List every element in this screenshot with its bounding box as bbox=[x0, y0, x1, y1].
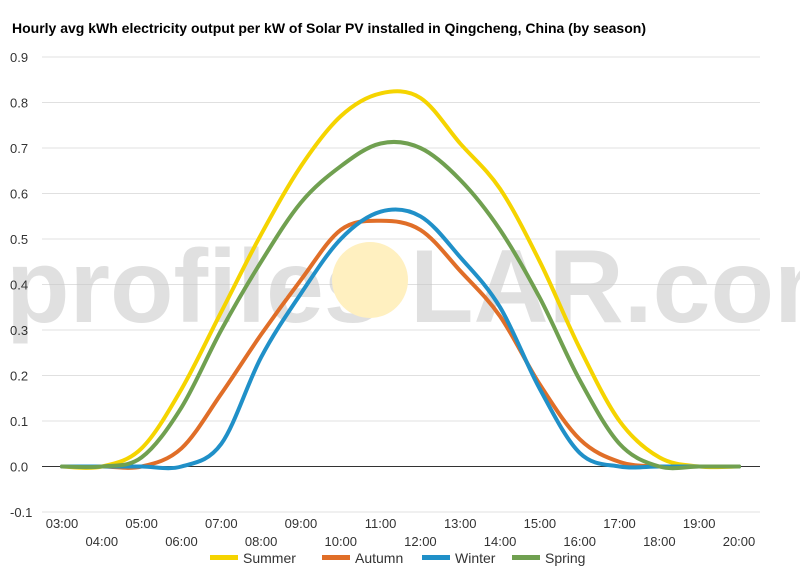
y-tick-label: 0.0 bbox=[10, 460, 28, 475]
y-tick-label: -0.1 bbox=[10, 505, 32, 520]
x-tick-label: 17:00 bbox=[603, 516, 636, 531]
y-tick-label: 0.9 bbox=[10, 50, 28, 65]
x-tick-label: 10:00 bbox=[324, 534, 357, 549]
chart-title: Hourly avg kWh electricity output per kW… bbox=[12, 20, 646, 36]
y-tick-label: 0.8 bbox=[10, 96, 28, 111]
legend-label-spring: Spring bbox=[545, 550, 585, 566]
y-tick-label: 0.7 bbox=[10, 141, 28, 156]
series-line-spring bbox=[60, 139, 741, 471]
series-lines bbox=[60, 89, 741, 471]
series-line-winter bbox=[60, 207, 741, 471]
watermark-text-left: profiles bbox=[6, 229, 382, 345]
legend-swatch-summer bbox=[210, 555, 238, 560]
x-tick-label: 19:00 bbox=[683, 516, 716, 531]
legend-swatch-autumn bbox=[322, 555, 350, 560]
series-line-autumn bbox=[60, 218, 741, 470]
x-tick-label: 14:00 bbox=[484, 534, 517, 549]
x-tick-label: 11:00 bbox=[365, 516, 397, 531]
x-tick-label: 18:00 bbox=[643, 534, 676, 549]
x-tick-label: 05:00 bbox=[125, 516, 158, 531]
legend-label-autumn: Autumn bbox=[355, 550, 403, 566]
x-tick-label: 07:00 bbox=[205, 516, 238, 531]
x-tick-label: 03:00 bbox=[46, 516, 79, 531]
legend-swatch-spring bbox=[512, 555, 540, 560]
watermark-text-right: LAR.com bbox=[410, 229, 800, 345]
x-tick-label: 06:00 bbox=[165, 534, 198, 549]
x-tick-label: 08:00 bbox=[245, 534, 278, 549]
y-tick-label: 0.4 bbox=[10, 278, 28, 293]
x-tick-label: 15:00 bbox=[524, 516, 557, 531]
series-line-summer bbox=[60, 89, 741, 470]
y-tick-label: 0.6 bbox=[10, 187, 28, 202]
y-tick-label: 0.2 bbox=[10, 369, 28, 384]
watermark: profiles LAR.com bbox=[6, 229, 800, 345]
x-tick-label: 16:00 bbox=[563, 534, 596, 549]
x-tick-label: 13:00 bbox=[444, 516, 477, 531]
y-tick-label: 0.3 bbox=[10, 323, 28, 338]
y-tick-label: 0.5 bbox=[10, 232, 28, 247]
axes: 0.9 0.8 0.7 0.6 0.5 0.4 0.3 0.2 0.1 0.0 -0.1 03:00 0… bbox=[10, 50, 760, 549]
legend-swatch-winter bbox=[422, 555, 450, 560]
legend-label-summer: Summer bbox=[243, 550, 296, 566]
legend-label-winter: Winter bbox=[455, 550, 496, 566]
x-tick-label: 12:00 bbox=[404, 534, 437, 549]
x-tick-label: 04:00 bbox=[86, 534, 119, 549]
watermark-sun bbox=[332, 242, 408, 318]
x-tick-label: 20:00 bbox=[723, 534, 756, 549]
legend: Summer Autumn Winter Spring bbox=[210, 550, 585, 566]
x-tick-label: 09:00 bbox=[285, 516, 318, 531]
y-tick-label: 0.1 bbox=[10, 414, 28, 429]
